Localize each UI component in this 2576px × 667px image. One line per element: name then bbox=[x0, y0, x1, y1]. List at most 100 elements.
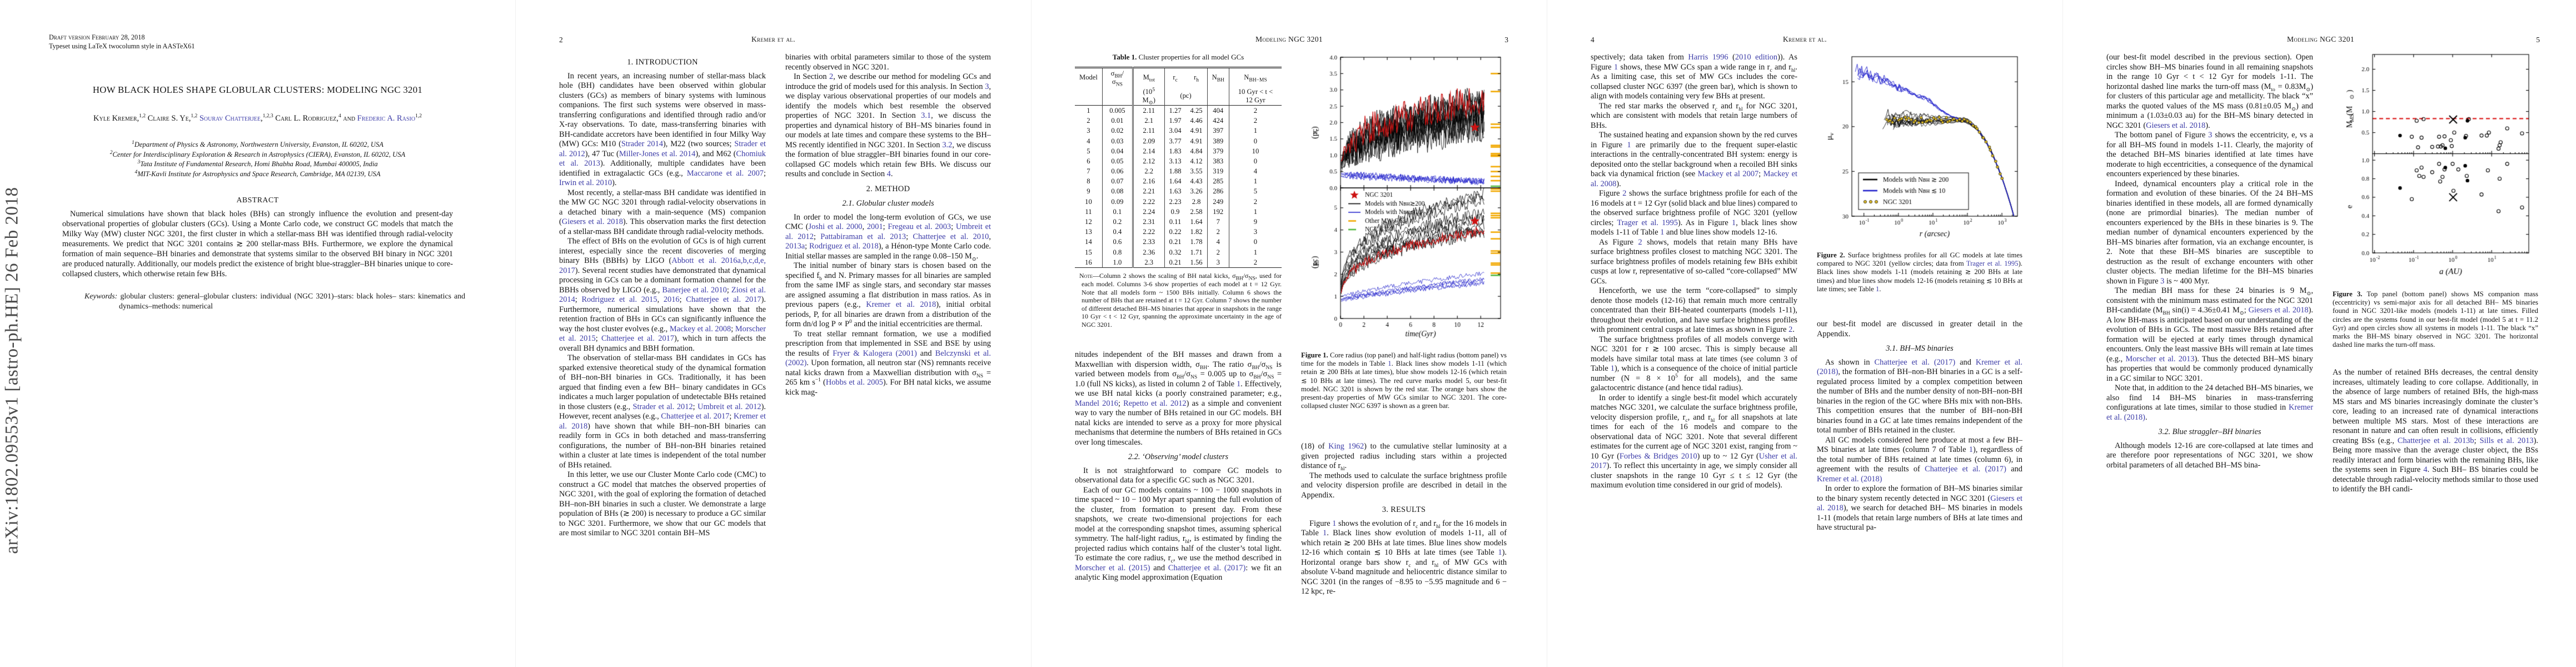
running-head: Kremer et al. bbox=[751, 35, 796, 43]
citation-link[interactable]: 1 bbox=[1732, 218, 1736, 227]
citation-link[interactable]: Giesers et al. 2018 bbox=[2146, 121, 2206, 130]
page-4: 4 Kremer et al. spectively; data taken f… bbox=[1547, 0, 2062, 667]
citation-link[interactable]: 1 bbox=[1627, 140, 1631, 150]
citation-link[interactable]: 1 bbox=[1236, 379, 1241, 389]
citation-link[interactable]: Maccarone et al. 2007 bbox=[686, 168, 764, 178]
citation-link[interactable]: Mackey et al. 2008 bbox=[1591, 170, 1797, 188]
citation-link[interactable]: 1 bbox=[1660, 228, 1665, 237]
figure-caption: Figure 1. Core radius (top panel) and ha… bbox=[1301, 351, 1507, 410]
citation-link[interactable]: Abbott et al. 2016a,b,c,d,e, 2017 bbox=[559, 256, 766, 275]
keywords-text: globular clusters: general–globular clus… bbox=[119, 292, 466, 310]
citation-link[interactable]: 1 bbox=[1388, 360, 1392, 368]
citation-link[interactable]: 1 bbox=[1969, 445, 1973, 454]
citation-link[interactable]: Morscher et al. (2015) bbox=[1075, 563, 1150, 573]
citation-link[interactable]: 1 bbox=[1323, 529, 1327, 537]
citation-link[interactable]: Chatterjee et al. 2017 bbox=[601, 334, 675, 343]
citation-link[interactable]: Chatterjee et al. 2010 bbox=[913, 232, 989, 241]
citation-link[interactable]: Trager et al. 1995 bbox=[1617, 218, 1678, 227]
citation-link[interactable]: 2 bbox=[829, 72, 834, 81]
table-cell: 2 bbox=[1075, 116, 1103, 126]
citation-link[interactable]: Harris 1996 bbox=[1688, 53, 1728, 62]
citation-link[interactable]: Chatterjee et al. (2017) bbox=[1874, 357, 1956, 367]
paragraph: our best-fit model are discussed in grea… bbox=[1817, 320, 2022, 339]
citation-link[interactable]: Strader et al. 2012 bbox=[559, 140, 766, 158]
table-cell: 1 bbox=[1075, 105, 1103, 116]
citation-link[interactable]: Giesers et al. 2018 bbox=[2248, 306, 2309, 315]
page-number: 3 bbox=[1504, 36, 1508, 44]
citation-link[interactable]: Repetto et al. 2012 bbox=[1123, 399, 1187, 408]
citation-link[interactable]: Kremer et al. 2018 bbox=[559, 412, 766, 431]
table-cell: 4.43 bbox=[1185, 176, 1208, 187]
citation-link[interactable]: 3 bbox=[985, 82, 989, 91]
table-cell: 4.84 bbox=[1185, 146, 1208, 157]
citation-link[interactable]: Irwin et al. 2010 bbox=[559, 178, 612, 187]
citation-link[interactable]: Strader et al. 2012 bbox=[632, 402, 693, 411]
table-cell: 0.32 bbox=[1169, 248, 1182, 256]
citation-link[interactable]: Chatterjee et al. 2017 bbox=[686, 295, 761, 304]
citation-link[interactable]: Kremer et al. (2018) bbox=[1817, 357, 2022, 377]
citation-link[interactable]: 3 bbox=[2208, 131, 2213, 140]
citation-link[interactable]: Chomiuk et al. 2013 bbox=[559, 149, 766, 168]
citation-link[interactable]: Forbes & Bridges 2010 bbox=[1620, 451, 1697, 461]
table-cell: 1.82 bbox=[1185, 227, 1208, 237]
citation-link[interactable]: Chatterjee et al. 2013b bbox=[2397, 436, 2474, 445]
citation-link[interactable]: Giesers et al. 2018 bbox=[561, 217, 623, 226]
citation-link[interactable]: Fryer & Kalogera (2001) bbox=[833, 349, 917, 358]
figure-2-plot bbox=[1824, 51, 2024, 243]
citation-link[interactable]: Usher et al. 2017 bbox=[1591, 451, 1797, 471]
citation-link[interactable]: Miller-Jones et al. 2014 bbox=[619, 149, 696, 158]
citation-link[interactable]: Sourav Chatterjee bbox=[199, 114, 261, 123]
citation-link[interactable]: 2 bbox=[1788, 325, 1793, 334]
table-cell: 15 bbox=[1075, 247, 1103, 258]
citation-link[interactable]: Chatterjee et al. (2017) bbox=[1168, 563, 1246, 573]
citation-link[interactable]: 3.2 bbox=[942, 140, 953, 150]
citation-link[interactable]: Umbreit et al. 2012 bbox=[785, 222, 991, 241]
citation-link[interactable]: Mackey et al. 2008 bbox=[669, 324, 731, 334]
citation-link[interactable]: 2010 edition bbox=[1735, 53, 1778, 62]
citation-link[interactable]: Mandel 2016 bbox=[1075, 399, 1118, 408]
citation-link[interactable]: 1 bbox=[1332, 519, 1337, 528]
citation-link[interactable]: 2013a bbox=[785, 242, 805, 251]
citation-link[interactable]: Belczynski et al. (2002) bbox=[785, 349, 991, 368]
table-row: 4 0.03 2.09 3.77 4.91 389 0 bbox=[1075, 136, 1282, 147]
citation-link[interactable]: Frederic A. Rasio bbox=[357, 114, 416, 123]
citation-link[interactable]: Trager et al. 1995 bbox=[1966, 260, 2019, 268]
citation-link[interactable]: 4 bbox=[886, 170, 891, 178]
citation-link[interactable]: Umbreit et al. 2012 bbox=[697, 402, 761, 411]
citation-link[interactable]: 2016 bbox=[663, 295, 680, 304]
citation-link[interactable]: 4 bbox=[2423, 465, 2428, 474]
citation-link[interactable]: Mackey et al 2007 bbox=[1697, 170, 1759, 178]
citation-link[interactable]: Hobbs et al. 2005 bbox=[825, 378, 883, 387]
citation-link[interactable]: 3.1 bbox=[921, 111, 931, 120]
citation-link[interactable]: Banerjee et al. 2010 bbox=[662, 285, 727, 295]
citation-link[interactable]: Fregeau et al. 2003 bbox=[888, 222, 951, 231]
citation-link[interactable]: 1 bbox=[1610, 364, 1615, 373]
citation-link[interactable]: King 1962 bbox=[1328, 442, 1364, 451]
citation-link[interactable]: Joshi et al. 2000 bbox=[808, 222, 863, 231]
table-cell: 2.58 bbox=[1185, 207, 1208, 217]
citation-link[interactable]: 2 bbox=[1622, 189, 1627, 198]
citation-link[interactable]: Kremer et al. (2018) bbox=[2106, 403, 2313, 422]
citation-link[interactable]: 2 bbox=[1638, 237, 1642, 247]
citation-link[interactable]: Giesers et al. 2018 bbox=[1817, 494, 2022, 513]
citation-link[interactable]: Chatterjee et al. (2017) bbox=[1925, 465, 2006, 474]
citation-link[interactable]: 1 bbox=[1498, 548, 1502, 557]
citation-link[interactable]: Pattabiraman et al. 2013 bbox=[820, 232, 906, 241]
citation-link[interactable]: Rodriguez et al. 2018 bbox=[809, 242, 879, 251]
subsection-heading: 2.2. ‘Observing’ model clusters bbox=[1128, 452, 1229, 461]
citation-link[interactable]: 3 bbox=[2160, 276, 2165, 286]
citation-link[interactable]: Rodriguez et al. 2015 bbox=[581, 295, 657, 304]
citation-link[interactable]: 1 bbox=[1875, 285, 1880, 293]
table-cell: 379 bbox=[1207, 146, 1229, 157]
citation-link[interactable]: Chatterjee et al. 2017 bbox=[661, 412, 730, 421]
citation-link[interactable]: Sills et al. 2013 bbox=[2479, 436, 2534, 445]
citation-link[interactable]: Kremer et al. (2018) bbox=[1817, 474, 1882, 484]
citation-link[interactable]: 1 bbox=[1613, 62, 1618, 72]
citation-link[interactable]: Morscher et al. 2015 bbox=[559, 324, 766, 344]
citation-link[interactable]: Kremer et al. 2018 bbox=[866, 300, 936, 309]
citation-link[interactable]: 2001 bbox=[866, 222, 883, 231]
citation-link[interactable]: Strader 2014 bbox=[621, 140, 664, 148]
table-cell: 0.6 bbox=[1102, 237, 1134, 247]
citation-link[interactable]: Morscher et al. 2013 bbox=[2125, 354, 2195, 364]
citation-link[interactable]: Ziosi et al. 2014 bbox=[559, 285, 766, 305]
